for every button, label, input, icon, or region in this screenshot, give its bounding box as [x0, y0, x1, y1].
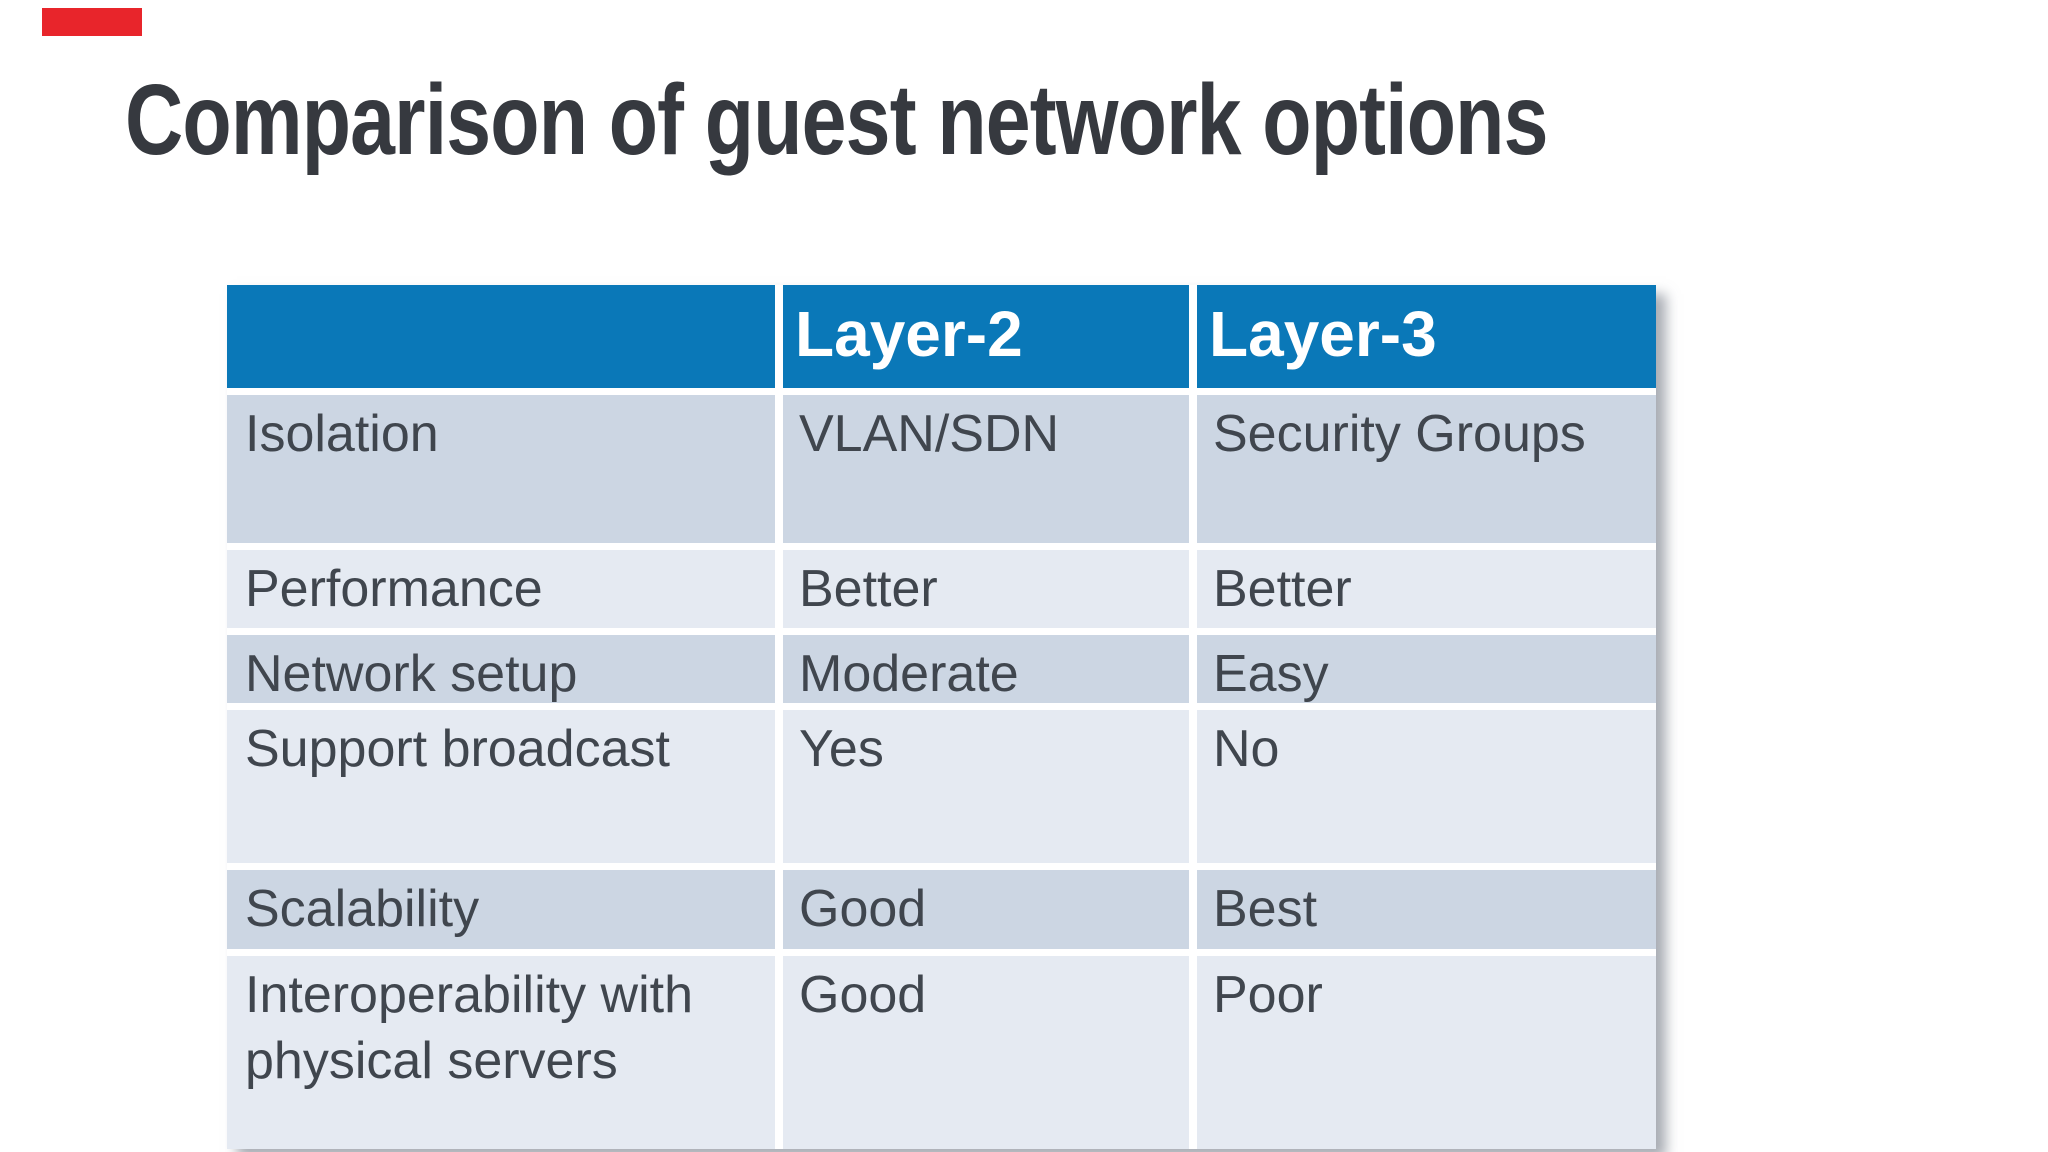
video-progress-marker: [42, 8, 142, 36]
table-header-layer2: Layer-2: [783, 285, 1189, 388]
table-header-layer3: Layer-3: [1197, 285, 1656, 388]
cell-isolation-label: Isolation: [227, 395, 775, 543]
cell-interoperability-layer3: Poor: [1197, 956, 1656, 1149]
table-header-blank: [227, 285, 775, 388]
cell-performance-layer3: Better: [1197, 550, 1656, 628]
cell-scalability-layer3: Best: [1197, 870, 1656, 949]
cell-interoperability-layer2: Good: [783, 956, 1189, 1149]
cell-performance-label: Performance: [227, 550, 775, 628]
slide-title: Comparison of guest network options: [125, 64, 1548, 176]
cell-isolation-layer2: VLAN/SDN: [783, 395, 1189, 543]
cell-support-broadcast-label: Support broadcast: [227, 710, 775, 863]
cell-network-setup-layer2: Moderate: [783, 635, 1189, 703]
cell-isolation-layer3: Security Groups: [1197, 395, 1656, 543]
cell-support-broadcast-layer3: No: [1197, 710, 1656, 863]
comparison-table: Layer-2 Layer-3 Isolation VLAN/SDN Secur…: [227, 285, 1656, 1149]
cell-interoperability-label: Interoperability with physical servers: [227, 956, 775, 1149]
cell-scalability-layer2: Good: [783, 870, 1189, 949]
cell-network-setup-label: Network setup: [227, 635, 775, 703]
cell-scalability-label: Scalability: [227, 870, 775, 949]
cell-network-setup-layer3: Easy: [1197, 635, 1656, 703]
cell-performance-layer2: Better: [783, 550, 1189, 628]
cell-support-broadcast-layer2: Yes: [783, 710, 1189, 863]
